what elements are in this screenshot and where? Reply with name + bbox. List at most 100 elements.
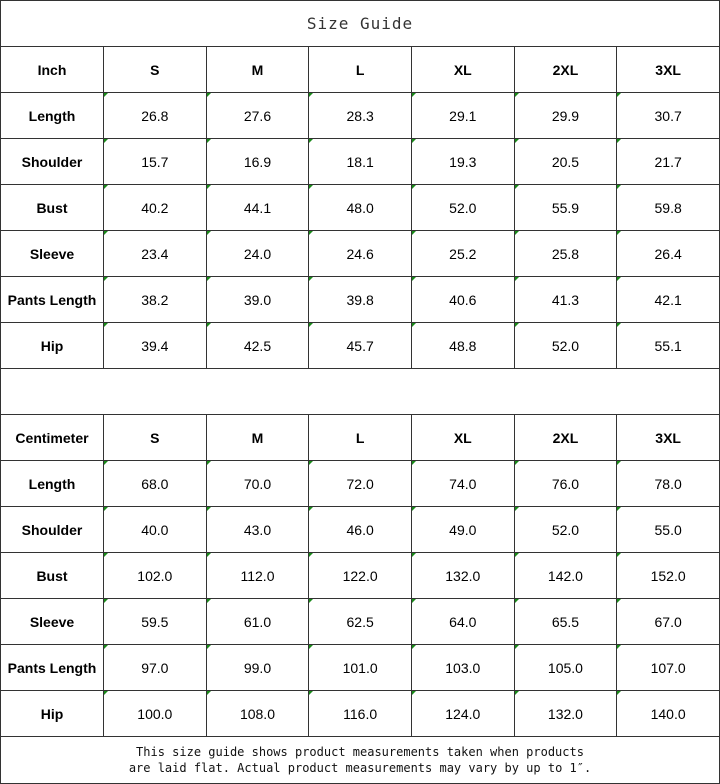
measurement-cell: 27.6 — [205, 92, 310, 139]
measurement-cell: 55.9 — [513, 184, 618, 231]
section-spacer — [0, 368, 720, 415]
table-row: Shoulder 15.7 16.9 18.1 19.3 20.5 21.7 — [0, 138, 720, 185]
measurement-cell: 44.1 — [205, 184, 310, 231]
measurement-cell: 103.0 — [410, 644, 515, 691]
measurement-cell: 24.0 — [205, 230, 310, 277]
measurement-cell: 140.0 — [616, 690, 720, 737]
size-header-l: L — [308, 414, 412, 461]
measurement-cell: 76.0 — [513, 460, 618, 507]
measurement-cell: 39.8 — [308, 276, 412, 323]
measurement-cell: 30.7 — [616, 92, 720, 139]
size-header-m: M — [205, 414, 310, 461]
measurement-cell: 116.0 — [308, 690, 412, 737]
measurement-cell: 107.0 — [616, 644, 720, 691]
table-row: Length 68.0 70.0 72.0 74.0 76.0 78.0 — [0, 460, 720, 507]
measurement-cell: 108.0 — [205, 690, 310, 737]
measurement-cell: 72.0 — [308, 460, 412, 507]
table-row: Pants Length 97.0 99.0 101.0 103.0 105.0 107.0 — [0, 644, 720, 691]
inch-header-row: Inch S M L XL 2XL 3XL — [0, 46, 720, 93]
row-label: Shoulder — [0, 138, 104, 185]
measurement-cell: 46.0 — [308, 506, 412, 553]
measurement-cell: 40.6 — [410, 276, 515, 323]
measurement-cell: 65.5 — [513, 598, 618, 645]
measurement-cell: 18.1 — [308, 138, 412, 185]
measurement-cell: 100.0 — [103, 690, 207, 737]
size-header-xl: XL — [410, 414, 515, 461]
measurement-cell: 42.1 — [616, 276, 720, 323]
table-row: Hip 100.0 108.0 116.0 124.0 132.0 140.0 — [0, 690, 720, 737]
measurement-cell: 39.0 — [205, 276, 310, 323]
size-header-m: M — [205, 46, 310, 93]
row-label: Hip — [0, 690, 104, 737]
row-label: Pants Length — [0, 644, 104, 691]
measurement-cell: 152.0 — [616, 552, 720, 599]
cm-unit-label: Centimeter — [0, 414, 104, 461]
measurement-cell: 28.3 — [308, 92, 412, 139]
measurement-cell: 102.0 — [103, 552, 207, 599]
measurement-cell: 41.3 — [513, 276, 618, 323]
measurement-cell: 16.9 — [205, 138, 310, 185]
measurement-cell: 38.2 — [103, 276, 207, 323]
measurement-cell: 25.2 — [410, 230, 515, 277]
row-label: Sleeve — [0, 230, 104, 277]
measurement-cell: 74.0 — [410, 460, 515, 507]
measurement-cell: 25.8 — [513, 230, 618, 277]
table-row: Sleeve 59.5 61.0 62.5 64.0 65.5 67.0 — [0, 598, 720, 645]
measurement-cell: 61.0 — [205, 598, 310, 645]
table-row: Bust 40.2 44.1 48.0 52.0 55.9 59.8 — [0, 184, 720, 231]
size-header-3xl: 3XL — [616, 46, 720, 93]
measurement-cell: 70.0 — [205, 460, 310, 507]
measurement-cell: 101.0 — [308, 644, 412, 691]
measurement-cell: 55.1 — [616, 322, 720, 369]
note-line: This size guide shows product measuremen… — [136, 745, 584, 759]
size-header-s: S — [103, 46, 207, 93]
row-label: Shoulder — [0, 506, 104, 553]
measurement-cell: 48.0 — [308, 184, 412, 231]
size-header-3xl: 3XL — [616, 414, 720, 461]
measurement-cell: 97.0 — [103, 644, 207, 691]
measurement-cell: 19.3 — [410, 138, 515, 185]
table-row: Shoulder 40.0 43.0 46.0 49.0 52.0 55.0 — [0, 506, 720, 553]
row-label: Bust — [0, 552, 104, 599]
measurement-cell: 52.0 — [513, 322, 618, 369]
measurement-cell: 52.0 — [410, 184, 515, 231]
measurement-cell: 59.8 — [616, 184, 720, 231]
measurement-cell: 78.0 — [616, 460, 720, 507]
page-title: Size Guide — [0, 0, 720, 47]
measurement-cell: 26.8 — [103, 92, 207, 139]
row-label: Hip — [0, 322, 104, 369]
measurement-cell: 29.1 — [410, 92, 515, 139]
measurement-cell: 40.2 — [103, 184, 207, 231]
row-label: Length — [0, 460, 104, 507]
measurement-cell: 43.0 — [205, 506, 310, 553]
note-line: are laid flat. Actual product measuremen… — [128, 761, 592, 775]
measurement-cell: 24.6 — [308, 230, 412, 277]
measurement-cell: 40.0 — [103, 506, 207, 553]
row-label: Pants Length — [0, 276, 104, 323]
table-row: Pants Length 38.2 39.0 39.8 40.6 41.3 42.1 — [0, 276, 720, 323]
measurement-cell: 68.0 — [103, 460, 207, 507]
table-row: Bust 102.0 112.0 122.0 132.0 142.0 152.0 — [0, 552, 720, 599]
measurement-cell: 122.0 — [308, 552, 412, 599]
measurement-cell: 49.0 — [410, 506, 515, 553]
measurement-note: This size guide shows product measuremen… — [0, 736, 720, 784]
measurement-cell: 29.9 — [513, 92, 618, 139]
cm-header-row: Centimeter S M L XL 2XL 3XL — [0, 414, 720, 461]
size-header-2xl: 2XL — [513, 46, 618, 93]
inch-unit-label: Inch — [0, 46, 104, 93]
table-row: Length 26.8 27.6 28.3 29.1 29.9 30.7 — [0, 92, 720, 139]
row-label: Length — [0, 92, 104, 139]
measurement-cell: 20.5 — [513, 138, 618, 185]
measurement-cell: 48.8 — [410, 322, 515, 369]
size-header-s: S — [103, 414, 207, 461]
measurement-cell: 64.0 — [410, 598, 515, 645]
measurement-cell: 99.0 — [205, 644, 310, 691]
measurement-cell: 112.0 — [205, 552, 310, 599]
size-header-l: L — [308, 46, 412, 93]
row-label: Sleeve — [0, 598, 104, 645]
measurement-cell: 21.7 — [616, 138, 720, 185]
measurement-cell: 45.7 — [308, 322, 412, 369]
measurement-cell: 142.0 — [513, 552, 618, 599]
measurement-cell: 15.7 — [103, 138, 207, 185]
